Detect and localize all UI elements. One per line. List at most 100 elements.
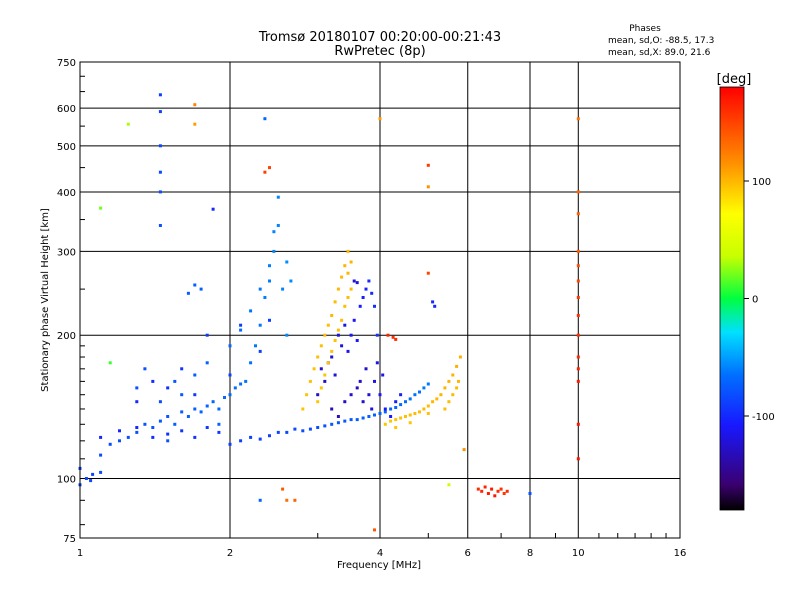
data-point-9 xyxy=(151,426,155,429)
data-point-71 xyxy=(193,435,197,439)
data-point-177 xyxy=(333,339,337,342)
data-point-80 xyxy=(285,430,289,434)
data-points xyxy=(78,93,580,532)
data-point-20 xyxy=(223,396,226,399)
data-point-1 xyxy=(84,477,88,480)
data-point-238 xyxy=(576,212,580,216)
data-point-32 xyxy=(158,400,162,404)
data-point-205 xyxy=(457,379,460,383)
y-tick-label-6: 600 xyxy=(57,104,76,115)
data-point-21 xyxy=(228,393,232,397)
data-point-173 xyxy=(319,386,323,390)
data-point-91 xyxy=(361,416,365,420)
data-point-247 xyxy=(576,379,580,383)
data-point-231 xyxy=(505,489,509,493)
data-point-68 xyxy=(151,435,155,439)
colorbar-ticks: 100 0 -100 xyxy=(744,177,775,423)
x-axis-label: Frequency [MHz] xyxy=(337,560,421,571)
data-point-83 xyxy=(308,427,312,431)
data-point-215 xyxy=(426,185,430,189)
data-point-148 xyxy=(394,400,398,404)
data-point-151 xyxy=(336,415,340,418)
data-point-13 xyxy=(180,410,184,414)
data-point-35 xyxy=(180,393,184,397)
data-point-158 xyxy=(301,407,305,411)
chart-subtitle: RwPretec (8p) xyxy=(334,44,425,59)
data-point-16 xyxy=(199,410,203,414)
x-tick-label-1: 2 xyxy=(227,548,233,559)
data-point-164 xyxy=(323,333,327,337)
data-point-240 xyxy=(576,264,580,268)
data-point-198 xyxy=(451,373,455,377)
data-point-98 xyxy=(399,403,403,407)
data-point-90 xyxy=(355,418,359,422)
data-point-48 xyxy=(285,260,289,264)
data-point-167 xyxy=(333,300,337,304)
data-point-57 xyxy=(158,144,162,148)
y-axis-ticks: 75 100 200 300 400 500 600 750 xyxy=(57,58,85,545)
data-point-112 xyxy=(239,323,243,327)
data-point-159 xyxy=(305,393,309,397)
data-point-156 xyxy=(431,300,435,304)
data-point-180 xyxy=(343,304,347,308)
data-point-109 xyxy=(193,393,197,397)
data-point-93 xyxy=(373,413,376,417)
data-point-107 xyxy=(166,386,170,390)
data-point-34 xyxy=(173,379,177,383)
data-point-72 xyxy=(205,426,209,429)
data-point-208 xyxy=(426,412,430,415)
data-point-220 xyxy=(391,335,395,339)
data-point-89 xyxy=(349,418,353,422)
data-point-97 xyxy=(394,406,398,409)
data-point-42 xyxy=(258,287,262,291)
data-point-254 xyxy=(447,483,451,487)
data-point-60 xyxy=(158,224,162,227)
data-point-95 xyxy=(383,410,387,414)
data-point-106 xyxy=(151,379,155,383)
data-point-228 xyxy=(496,489,500,493)
data-point-147 xyxy=(389,415,393,418)
data-point-78 xyxy=(268,434,271,438)
data-point-50 xyxy=(135,386,139,390)
data-point-214 xyxy=(462,448,466,452)
data-point-179 xyxy=(340,318,344,322)
stats-x-mode: mean, sd,X: 89.0, 21.6 xyxy=(608,48,711,58)
data-point-187 xyxy=(404,415,407,418)
data-point-52 xyxy=(186,291,190,295)
data-point-227 xyxy=(493,494,497,498)
data-point-31 xyxy=(276,224,280,227)
data-point-2 xyxy=(91,472,95,476)
data-point-236 xyxy=(576,117,580,121)
data-point-196 xyxy=(443,386,447,390)
data-point-195 xyxy=(439,393,443,397)
data-point-129 xyxy=(358,304,362,308)
data-point-175 xyxy=(326,361,330,365)
data-point-55 xyxy=(158,93,162,97)
data-point-131 xyxy=(364,287,368,291)
data-point-141 xyxy=(370,407,374,411)
data-point-44 xyxy=(272,230,276,234)
data-point-94 xyxy=(378,412,382,415)
data-point-73 xyxy=(217,430,221,434)
data-point-5 xyxy=(118,439,121,443)
data-point-14 xyxy=(186,415,190,418)
data-point-210 xyxy=(346,271,350,275)
data-point-96 xyxy=(389,407,393,411)
data-point-79 xyxy=(276,430,280,434)
data-point-120 xyxy=(330,355,334,359)
data-point-168 xyxy=(336,287,340,291)
data-point-150 xyxy=(330,407,334,411)
data-point-43 xyxy=(268,264,271,268)
data-point-22 xyxy=(233,386,237,390)
data-point-115 xyxy=(211,207,215,211)
data-point-24 xyxy=(244,379,248,383)
data-point-252 xyxy=(108,361,112,365)
data-point-191 xyxy=(422,407,426,411)
data-point-82 xyxy=(301,429,305,433)
colorbar-tick-label-0: 100 xyxy=(752,177,771,188)
data-point-128 xyxy=(355,339,359,342)
data-point-216 xyxy=(268,166,271,170)
data-point-117 xyxy=(319,367,323,371)
data-point-200 xyxy=(458,355,462,359)
x-tick-label-2: 4 xyxy=(377,548,383,559)
